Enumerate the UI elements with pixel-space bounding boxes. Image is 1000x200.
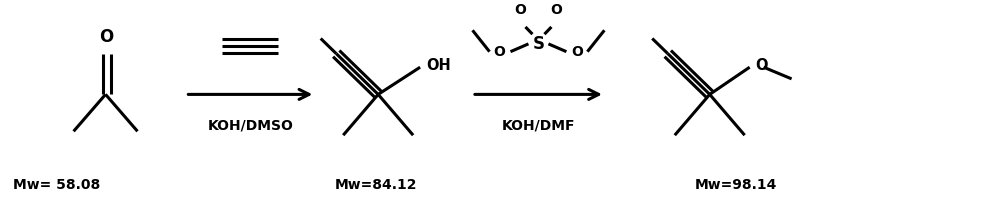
Text: S: S bbox=[532, 35, 544, 53]
Text: O: O bbox=[571, 45, 583, 59]
Text: KOH/DMF: KOH/DMF bbox=[502, 119, 575, 133]
Text: O: O bbox=[550, 3, 562, 17]
Text: O: O bbox=[515, 3, 526, 17]
Text: OH: OH bbox=[426, 58, 451, 73]
Text: O: O bbox=[99, 28, 114, 46]
Text: Mw=98.14: Mw=98.14 bbox=[695, 178, 777, 192]
Text: O: O bbox=[494, 45, 505, 59]
Text: Mw=84.12: Mw=84.12 bbox=[335, 178, 418, 192]
Text: KOH/DMSO: KOH/DMSO bbox=[207, 119, 293, 133]
Text: Mw= 58.08: Mw= 58.08 bbox=[13, 178, 100, 192]
Text: O: O bbox=[756, 58, 768, 73]
